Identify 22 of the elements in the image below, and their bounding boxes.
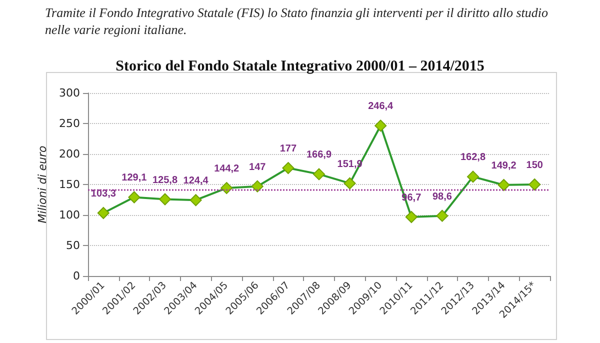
data-label: 144,2 bbox=[214, 164, 240, 175]
data-label: 98,6 bbox=[432, 191, 452, 202]
data-label: 246,4 bbox=[368, 101, 394, 112]
data-label: 125,8 bbox=[152, 174, 178, 186]
data-label: 162,8 bbox=[460, 152, 486, 164]
y-tick-label: 150 bbox=[59, 178, 80, 191]
data-label: 150 bbox=[526, 160, 544, 171]
y-tick-label: 0 bbox=[73, 270, 80, 282]
data-label: 166,9 bbox=[306, 150, 332, 161]
data-label: 177 bbox=[280, 144, 297, 155]
data-label: 129,1 bbox=[122, 172, 148, 184]
y-tick-label: 300 bbox=[59, 86, 80, 100]
chart-title: Storico del Fondo Statale Integrativo 2000/01 – 2014/2015 bbox=[116, 58, 484, 74]
y-tick-label: 200 bbox=[59, 148, 80, 160]
y-tick-label: 50 bbox=[66, 239, 80, 252]
data-label: 149,2 bbox=[491, 160, 517, 172]
text: Tramite il Fondo Integrativo Statale (FIS) lo Stato finanzia gli interventi per il diritto allo studio nelle varie regioni italiane. bbox=[45, 4, 550, 38]
data-label: 124,4 bbox=[183, 176, 209, 187]
y-tick-label: 100 bbox=[59, 208, 80, 222]
y-axis-title: Milioni di euro bbox=[36, 146, 50, 224]
data-label: 147 bbox=[249, 162, 266, 173]
y-tick-label: 250 bbox=[59, 117, 80, 130]
